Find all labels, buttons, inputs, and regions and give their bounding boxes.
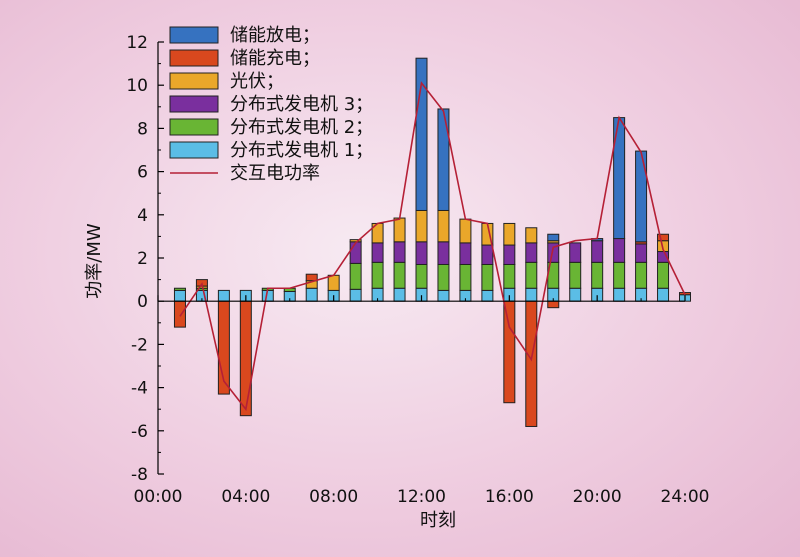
x-tick-label: 12:00 bbox=[397, 487, 446, 507]
bar-segment-s4-h11 bbox=[393, 217, 406, 243]
bar-segment-s3-h17 bbox=[525, 242, 538, 263]
legend-label: 分布式发电机 1； bbox=[230, 140, 373, 161]
bar-segment-s3-h14 bbox=[459, 242, 472, 265]
y-tick-label: 12 bbox=[126, 33, 148, 53]
legend-swatch bbox=[169, 72, 219, 90]
y-tick-label: 6 bbox=[137, 163, 148, 183]
legend-label: 储能放电； bbox=[230, 25, 320, 46]
y-tick-label: 8 bbox=[137, 119, 148, 139]
bar-segment-s1-h19 bbox=[569, 287, 582, 302]
bar-segment-s3-h20 bbox=[591, 240, 604, 263]
bar-segment-s1-h17 bbox=[525, 287, 538, 302]
bar-segment-s3-h11 bbox=[393, 241, 406, 263]
bar-segment-s2-h13 bbox=[437, 263, 450, 291]
x-tick-label: 24:00 bbox=[661, 487, 710, 507]
bar-segment-s5-h7 bbox=[305, 273, 318, 282]
bar-segment-s5-h23 bbox=[657, 233, 670, 242]
y-tick-label: 4 bbox=[137, 206, 148, 226]
bar-segment-s2-h11 bbox=[393, 261, 406, 289]
legend-swatch bbox=[169, 49, 219, 67]
y-tick-label: -2 bbox=[131, 335, 148, 355]
x-tick-label: 04:00 bbox=[221, 487, 270, 507]
x-tick-label: 08:00 bbox=[309, 487, 358, 507]
bar-segment-s2-h22 bbox=[635, 261, 648, 289]
bar-segment-s6-h13 bbox=[437, 108, 450, 211]
bar-segment-s1-h23 bbox=[657, 287, 670, 302]
bar-segment-s5-h16 bbox=[503, 300, 516, 404]
bar-segment-s3-h21 bbox=[613, 238, 626, 263]
y-tick-label: -4 bbox=[131, 379, 148, 399]
bar-segment-s6-h22 bbox=[635, 150, 648, 243]
legend-label: 分布式发电机 3； bbox=[230, 94, 373, 115]
legend-swatch bbox=[169, 118, 219, 136]
bar-segment-s2-h10 bbox=[371, 261, 384, 289]
legend-label: 光伏； bbox=[230, 71, 284, 92]
bar-segment-s2-h17 bbox=[525, 261, 538, 289]
legend-label: 分布式发电机 2； bbox=[230, 117, 373, 138]
legend-swatch bbox=[169, 26, 219, 44]
x-tick-label: 20:00 bbox=[573, 487, 622, 507]
bar-segment-s3-h9 bbox=[349, 241, 362, 264]
x-tick-label: 16:00 bbox=[485, 487, 534, 507]
bar-segment-s4-h13 bbox=[437, 209, 450, 243]
bar-segment-s1-h11 bbox=[393, 287, 406, 302]
bar-segment-s3-h10 bbox=[371, 242, 384, 263]
bar-segment-s1-h15 bbox=[481, 289, 494, 302]
bar-segment-s3-h15 bbox=[481, 244, 494, 265]
bar-segment-s3-h19 bbox=[569, 242, 582, 263]
bar-segment-s2-h20 bbox=[591, 261, 604, 289]
bar-segment-s5-h17 bbox=[525, 300, 538, 427]
bar-segment-s2-h16 bbox=[503, 263, 516, 289]
bar-segment-s1-h3 bbox=[217, 289, 230, 302]
y-tick-label: 10 bbox=[126, 76, 148, 96]
legend-swatch bbox=[169, 95, 219, 113]
bar-segment-s4-h14 bbox=[459, 218, 472, 244]
y-tick-label: 0 bbox=[137, 292, 148, 312]
bar-segment-s1-h9 bbox=[349, 288, 362, 302]
bar-segment-s4-h9 bbox=[349, 239, 362, 243]
bar-segment-s5-h4 bbox=[239, 300, 252, 417]
bar-segment-s2-h23 bbox=[657, 261, 670, 289]
legend-swatch bbox=[169, 141, 219, 159]
bar-segment-s2-h9 bbox=[349, 262, 362, 290]
bar-segment-s6-h12 bbox=[415, 57, 428, 211]
bars-layer bbox=[173, 57, 691, 427]
legend: 储能放电；储能充电；光伏；分布式发电机 3；分布式发电机 2；分布式发电机 1；… bbox=[169, 25, 373, 184]
bar-segment-s3-h12 bbox=[415, 241, 428, 265]
bar-segment-s1-h7 bbox=[305, 287, 318, 302]
bar-segment-s4-h16 bbox=[503, 222, 516, 246]
bar-segment-s6-h18 bbox=[547, 233, 560, 242]
bar-segment-s4-h8 bbox=[327, 274, 340, 291]
bar-segment-s2-h12 bbox=[415, 263, 428, 289]
axes-layer: -8 -6 -4 -2 0 2 4 6 8 10 12 00:00 04:00 08:00 12:00 16:… bbox=[126, 33, 709, 507]
bar-segment-s3-h22 bbox=[635, 243, 648, 263]
bar-segment-s2-h14 bbox=[459, 263, 472, 291]
legend-label: 交互电功率 bbox=[230, 163, 320, 184]
y-tick-label: 2 bbox=[137, 249, 148, 269]
y-tick-label: -6 bbox=[131, 422, 148, 442]
legend-label: 储能充电； bbox=[230, 48, 320, 69]
line-layer bbox=[179, 81, 686, 412]
interaction-power-line bbox=[179, 81, 686, 412]
bar-segment-s3-h16 bbox=[503, 244, 516, 265]
bar-segment-s4-h17 bbox=[525, 227, 538, 244]
bar-segment-s2-h15 bbox=[481, 263, 494, 291]
bar-segment-s1-h1 bbox=[173, 289, 186, 302]
bar-segment-s1-h13 bbox=[437, 289, 450, 302]
y-tick-label: -8 bbox=[131, 465, 148, 485]
bar-segment-s3-h13 bbox=[437, 241, 450, 265]
bar-segment-s5-h1 bbox=[173, 300, 186, 328]
bar-segment-s5-h18 bbox=[547, 300, 560, 309]
y-axis-title: 功率/MW bbox=[84, 223, 105, 299]
bar-segment-s4-h12 bbox=[415, 209, 428, 243]
bar-segment-s2-h21 bbox=[613, 261, 626, 289]
bar-segment-s2-h1 bbox=[173, 287, 186, 291]
x-axis-title: 时刻 bbox=[420, 510, 456, 531]
bar-segment-s1-h21 bbox=[613, 287, 626, 302]
bar-segment-s2-h19 bbox=[569, 261, 582, 289]
x-tick-label: 00:00 bbox=[134, 487, 183, 507]
